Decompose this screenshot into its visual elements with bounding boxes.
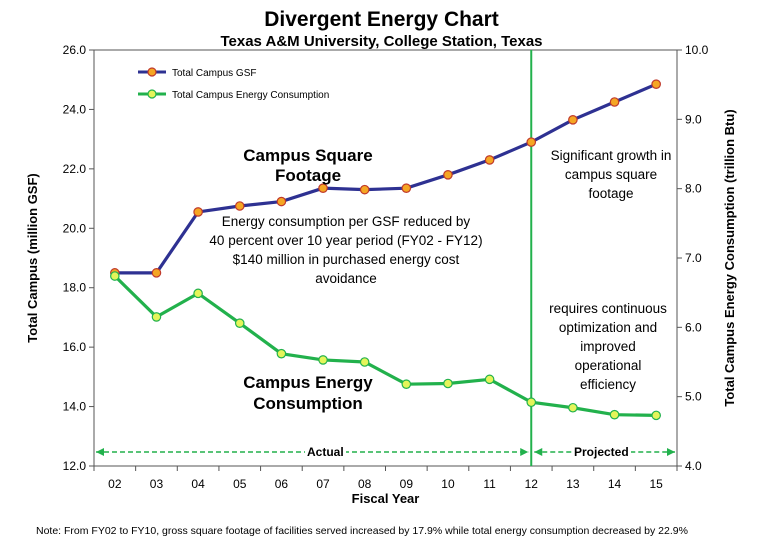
series-0-point — [234, 201, 245, 211]
annotation-significant-growth: Significant growth in campus square foot… — [536, 146, 686, 203]
x-tick-label: 10 — [441, 477, 455, 491]
series-0-point — [484, 155, 495, 165]
series-0-point — [276, 196, 287, 207]
series-1-point — [151, 312, 162, 322]
annotation-optim-line-5: efficiency — [579, 377, 637, 392]
legend-swatch-marker-1 — [147, 89, 157, 99]
annotation-campus-energy-consumption: Campus Energy Consumption — [238, 372, 378, 414]
annotation-optim-line-4: operational — [574, 358, 642, 373]
x-tick-label: 15 — [649, 477, 663, 491]
x-tick-label: 08 — [358, 477, 372, 491]
annotation-energy-line-1: Campus Energy — [243, 373, 373, 392]
chart-subtitle: Texas A&M University, College Station, T… — [220, 33, 543, 50]
annotation-continuous-optimization: requires continuous optimization and imp… — [538, 299, 678, 394]
x-tick-label: 09 — [400, 477, 414, 491]
period-arrow-projected-arrowhead-right — [667, 448, 675, 456]
annotation-growth-line-2: campus square — [564, 167, 658, 182]
annotation-reduction-line-2: 40 percent over 10 year period (FY02 - F… — [209, 233, 483, 248]
y-right-tick-label: 9.0 — [685, 112, 702, 126]
x-tick-label: 04 — [191, 477, 205, 491]
annotation-campus-square-footage: Campus Square Footage — [243, 146, 373, 185]
series-line-0 — [114, 82, 657, 275]
series-1-point — [276, 348, 287, 359]
annotation-optim-line-3: improved — [580, 339, 636, 354]
y-left-tick-label: 12.0 — [63, 459, 87, 473]
period-label-actual: Actual — [305, 445, 346, 459]
series-1-point — [318, 355, 328, 365]
legend-swatch-marker-0 — [147, 67, 157, 77]
x-tick-label: 03 — [150, 477, 164, 491]
annotation-energy-reduction: Energy consumption per GSF reduced by 40… — [196, 212, 496, 288]
annotation-growth-line-3: footage — [588, 186, 634, 201]
annotation-optim-line-1: requires continuous — [549, 301, 667, 316]
series-1-point — [359, 357, 370, 367]
series-0-point — [318, 183, 328, 193]
series-0-point — [359, 184, 370, 195]
series-1-point — [651, 410, 661, 421]
annotation-reduction-line-1: Energy consumption per GSF reduced by — [221, 214, 471, 229]
annotation-reduction-line-3: $140 million in purchased energy cost — [232, 252, 460, 267]
y-left-tick-label: 18.0 — [63, 281, 87, 295]
y-right-tick-label: 8.0 — [685, 182, 702, 196]
series-0-point — [151, 268, 162, 278]
period-arrow-actual-arrowhead-right — [520, 448, 529, 456]
annotation-optim-line-2: optimization and — [558, 320, 658, 335]
series-0-point — [568, 115, 578, 125]
x-tick-label: 12 — [525, 477, 539, 491]
chart-title: Divergent Energy Chart — [264, 8, 499, 31]
y-left-tick-label: 26.0 — [63, 43, 87, 57]
x-axis-title: Fiscal Year — [352, 491, 420, 506]
series-0-point — [401, 183, 412, 193]
series-1-point — [568, 402, 578, 413]
y-right-tick-label: 4.0 — [685, 459, 702, 473]
series-1-point — [443, 378, 453, 389]
legend-label-1: Total Campus Energy Consumption — [172, 90, 329, 101]
series-1-point — [484, 374, 495, 385]
series-0-point — [526, 137, 537, 147]
x-tick-label: 13 — [566, 477, 580, 491]
series-0-point — [609, 97, 620, 107]
legend-label-0: Total Campus GSF — [172, 68, 256, 79]
series-1-point — [526, 397, 537, 408]
series-0-point — [193, 207, 203, 217]
x-tick-label: 05 — [233, 477, 247, 491]
period-arrow-projected-arrowhead-left — [534, 448, 543, 456]
series-1-point — [234, 318, 245, 328]
series-1-point — [401, 379, 412, 389]
x-tick-label: 06 — [275, 477, 289, 491]
series-1-point — [609, 409, 620, 420]
annotation-energy-line-2: Consumption — [253, 394, 363, 413]
y-left-tick-label: 24.0 — [63, 102, 87, 116]
divergent-energy-chart: 12.0 14.0 16.0 18.0 20.0 22.0 24.0 26.0 4.0 5.0 6.… — [25, 43, 737, 506]
series-0-point — [443, 170, 453, 180]
annotation-growth-line-1: Significant growth in — [550, 148, 672, 163]
y-right-tick-label: 10.0 — [685, 43, 709, 57]
period-label-projected: Projected — [572, 445, 631, 459]
period-arrow-actual-arrowhead-left — [96, 448, 104, 456]
y-left-tick-label: 20.0 — [63, 221, 87, 235]
x-tick-label: 14 — [608, 477, 622, 491]
x-tick-label: 11 — [483, 477, 496, 491]
y-left-tick-label: 16.0 — [63, 340, 87, 354]
footnote: Note: From FY02 to FY10, gross square fo… — [36, 525, 688, 537]
y-right-tick-label: 7.0 — [685, 251, 702, 265]
annotation-reduction-line-4: avoidance — [315, 271, 377, 286]
series-0-point — [651, 79, 661, 89]
series-line-1 — [113, 274, 657, 417]
y-right-axis-title: Total Campus Energy Consumption (trillio… — [722, 109, 737, 406]
x-tick-label: 07 — [316, 477, 330, 491]
series-1-point — [110, 271, 120, 281]
y-left-axis-title: Total Campus (million GSF) — [25, 173, 40, 342]
x-tick-label: 02 — [108, 477, 122, 491]
y-left-tick-label: 14.0 — [63, 400, 87, 414]
y-left-tick-label: 22.0 — [63, 162, 87, 176]
y-right-tick-label: 5.0 — [685, 390, 702, 404]
y-right-tick-label: 6.0 — [685, 320, 702, 334]
series-1-point — [193, 288, 203, 299]
